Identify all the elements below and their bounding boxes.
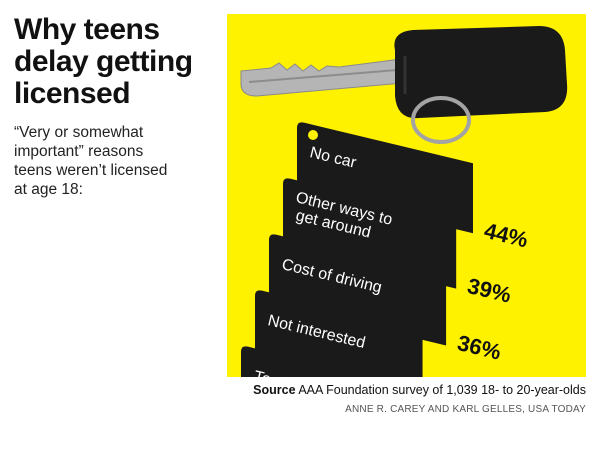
key-fob xyxy=(394,26,568,119)
bar-tag xyxy=(255,290,423,377)
source-note: Source AAA Foundation survey of 1,039 18… xyxy=(253,383,586,397)
key-blade xyxy=(240,58,404,97)
tag-hole xyxy=(308,130,318,140)
source-text: AAA Foundation survey of 1,039 18- to 20… xyxy=(295,383,586,397)
title-line: licensed xyxy=(14,77,131,110)
chart-title: Why teens delay getting licensed xyxy=(14,14,224,110)
bar-tag xyxy=(283,178,457,289)
tags-layer: Too busy21%Not interested29%Cost of driv… xyxy=(241,122,530,377)
value-label: 36% xyxy=(455,330,504,365)
value-label: 44% xyxy=(482,218,531,253)
subtitle-line: important” reasons xyxy=(14,143,144,160)
chart-panel: Too busy21%Not interested29%Cost of driv… xyxy=(227,14,586,377)
key-blade-groove xyxy=(248,69,398,83)
bar-tag xyxy=(297,122,473,234)
subtitle-line: “Very or somewhat xyxy=(14,124,144,141)
source-label: Source xyxy=(253,383,296,397)
subtitle-line: teens weren’t licensed xyxy=(14,162,168,179)
value-label: 39% xyxy=(465,273,514,308)
subtitle-line: at age 18: xyxy=(14,181,83,198)
chart-svg: Too busy21%Not interested29%Cost of driv… xyxy=(240,26,568,377)
chart-subtitle: “Very or somewhat important” reasons tee… xyxy=(14,123,224,199)
bar-tag xyxy=(269,234,447,346)
car-key-icon xyxy=(240,26,568,119)
title-line: Why teens xyxy=(14,13,160,46)
key-ring-icon xyxy=(411,96,471,144)
credit-line: ANNE R. CAREY AND KARL GELLES, USA TODAY xyxy=(345,404,586,415)
title-line: delay getting xyxy=(14,45,193,78)
